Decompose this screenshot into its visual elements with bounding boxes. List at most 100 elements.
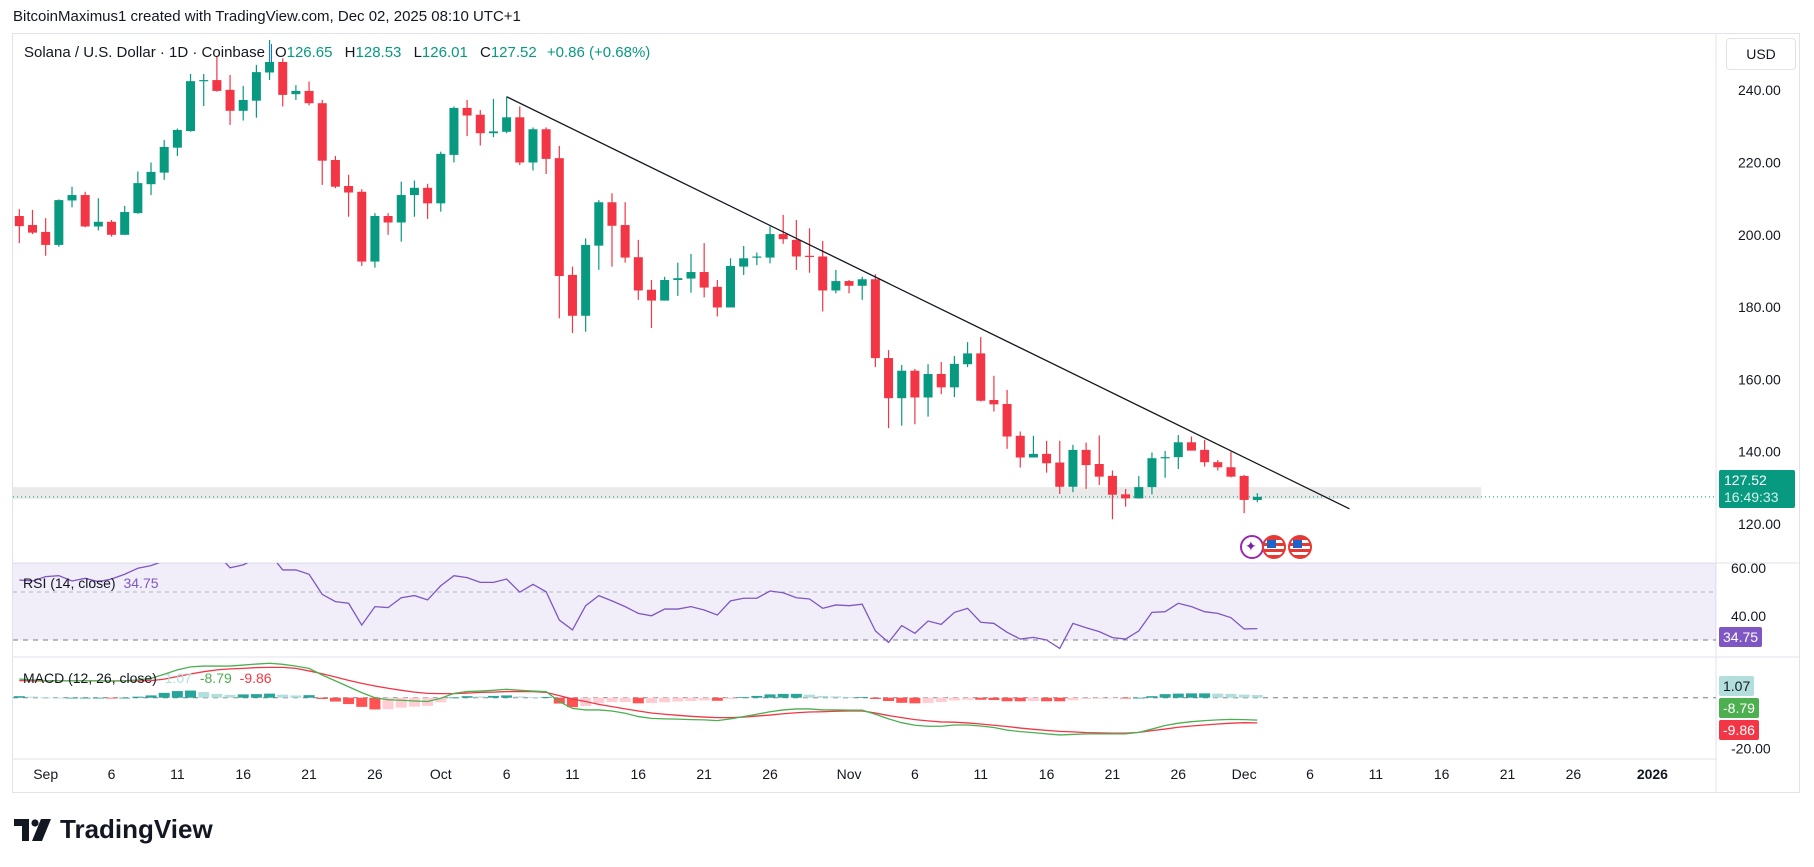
- macd-pane[interactable]: [13, 662, 1716, 736]
- candle[interactable]: [172, 128, 182, 156]
- candle[interactable]: [199, 73, 209, 107]
- candle[interactable]: [133, 171, 143, 214]
- candle[interactable]: [686, 253, 696, 293]
- candle[interactable]: [1107, 470, 1117, 520]
- candle[interactable]: [93, 198, 103, 231]
- candle[interactable]: [726, 258, 736, 308]
- price-axis[interactable]: 240.00 220.00 200.00 180.00 160.00 140.00 120.…: [1731, 82, 1781, 757]
- support-zone[interactable]: [13, 487, 1482, 500]
- candle[interactable]: [949, 355, 959, 398]
- symbol-description[interactable]: Solana / U.S. Dollar · 1D · Coinbase: [24, 44, 265, 61]
- candle[interactable]: [1068, 444, 1078, 493]
- candle[interactable]: [620, 202, 630, 263]
- candle[interactable]: [673, 262, 683, 296]
- candle[interactable]: [1147, 452, 1157, 495]
- candle[interactable]: [646, 279, 656, 329]
- rsi-line[interactable]: [19, 544, 1258, 650]
- candle[interactable]: [607, 193, 617, 267]
- candle[interactable]: [291, 85, 301, 100]
- candle[interactable]: [1239, 474, 1249, 514]
- candle[interactable]: [739, 246, 749, 275]
- us-flag-icon[interactable]: [1288, 535, 1312, 559]
- macd-signal-line[interactable]: [19, 666, 1258, 734]
- candle[interactable]: [317, 99, 327, 185]
- candle[interactable]: [1042, 440, 1052, 473]
- candle[interactable]: [449, 106, 459, 163]
- candle[interactable]: [554, 145, 564, 319]
- candle[interactable]: [1094, 435, 1104, 485]
- candle[interactable]: [936, 362, 946, 395]
- candle[interactable]: [186, 73, 196, 132]
- candle[interactable]: [1002, 389, 1012, 449]
- candle[interactable]: [67, 186, 77, 208]
- candle[interactable]: [475, 110, 485, 146]
- candle[interactable]: [660, 276, 670, 301]
- candle[interactable]: [488, 98, 498, 138]
- candle[interactable]: [225, 75, 235, 125]
- candle[interactable]: [120, 205, 130, 235]
- candle[interactable]: [330, 155, 340, 189]
- macd-legend[interactable]: MACD (12, 26, close) 1.07 -8.79 -9.86: [23, 670, 272, 686]
- candle[interactable]: [1186, 436, 1196, 451]
- candle[interactable]: [831, 269, 841, 294]
- candle[interactable]: [344, 174, 354, 217]
- candle[interactable]: [818, 240, 828, 312]
- candle[interactable]: [699, 243, 709, 298]
- candle[interactable]: [528, 127, 538, 171]
- candle[interactable]: [370, 213, 380, 268]
- candle[interactable]: [1173, 435, 1183, 470]
- rsi-pane[interactable]: [13, 544, 1716, 650]
- candle[interactable]: [54, 199, 64, 247]
- us-flag-icon[interactable]: [1262, 535, 1286, 559]
- candle[interactable]: [989, 375, 999, 412]
- candle[interactable]: [502, 96, 512, 134]
- candle[interactable]: [1160, 450, 1170, 478]
- candle[interactable]: [436, 151, 446, 212]
- candle[interactable]: [805, 228, 815, 273]
- candle[interactable]: [791, 219, 801, 270]
- candle[interactable]: [80, 191, 90, 228]
- candle[interactable]: [594, 200, 604, 270]
- candle[interactable]: [1055, 440, 1065, 494]
- sparkle-icon[interactable]: ✦: [1240, 535, 1264, 559]
- rsi-name[interactable]: RSI (14, close): [23, 575, 116, 591]
- tradingview-logo[interactable]: TradingView: [14, 814, 213, 845]
- candle[interactable]: [712, 279, 722, 317]
- candle[interactable]: [159, 140, 169, 180]
- candle[interactable]: [383, 213, 393, 235]
- candle[interactable]: [541, 127, 551, 175]
- time-axis[interactable]: Sep 6 11 16 21 26 Oct 6 11 16 21 26 Nov 6 11 16 21 26 Dec 6…: [33, 766, 1668, 782]
- candle[interactable]: [265, 39, 275, 81]
- candle[interactable]: [1252, 493, 1262, 503]
- candle[interactable]: [41, 218, 51, 256]
- candle[interactable]: [844, 279, 854, 294]
- candle[interactable]: [1226, 451, 1236, 478]
- candle[interactable]: [765, 226, 775, 264]
- candle[interactable]: [1134, 475, 1144, 499]
- candle[interactable]: [14, 209, 24, 244]
- candle[interactable]: [976, 337, 986, 402]
- candle[interactable]: [1213, 460, 1223, 471]
- candle[interactable]: [278, 58, 288, 107]
- macd-name[interactable]: MACD (12, 26, close): [23, 670, 157, 686]
- candle[interactable]: [423, 183, 433, 219]
- candle[interactable]: [752, 252, 762, 266]
- candle[interactable]: [897, 364, 907, 426]
- candle[interactable]: [1015, 431, 1025, 468]
- rsi-legend[interactable]: RSI (14, close) 34.75: [23, 575, 159, 591]
- candle[interactable]: [1121, 488, 1131, 507]
- candle[interactable]: [146, 162, 156, 196]
- candle[interactable]: [778, 214, 788, 244]
- candle[interactable]: [963, 342, 973, 368]
- candle[interactable]: [923, 364, 933, 417]
- candle[interactable]: [910, 368, 920, 425]
- candle[interactable]: [396, 181, 406, 242]
- candle[interactable]: [212, 56, 222, 92]
- candle[interactable]: [28, 209, 37, 235]
- candle[interactable]: [567, 266, 577, 334]
- candle[interactable]: [238, 85, 248, 121]
- trendline[interactable]: [506, 96, 1350, 510]
- candle[interactable]: [857, 276, 867, 300]
- candle[interactable]: [633, 239, 643, 300]
- candle[interactable]: [581, 238, 591, 332]
